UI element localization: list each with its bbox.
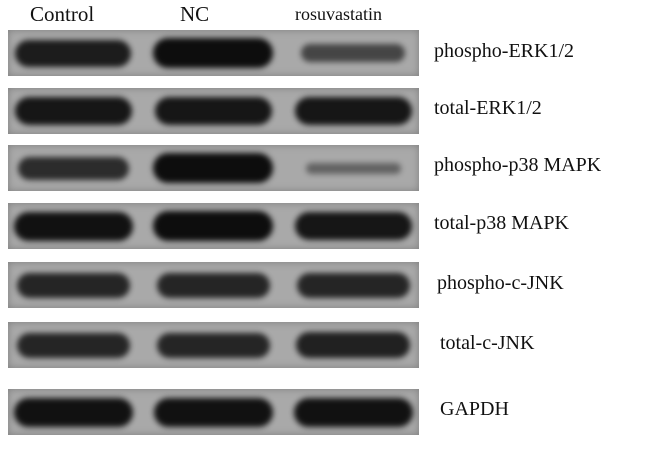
blot-strip (8, 262, 419, 308)
band-control (17, 156, 129, 180)
protein-label: phospho-p38 MAPK (434, 154, 602, 176)
band-rosuvastatin (301, 44, 405, 62)
band-control (16, 272, 130, 298)
blot-strip (8, 203, 419, 249)
protein-label: total-ERK1/2 (434, 97, 542, 119)
band-nc (156, 332, 270, 358)
band-rosuvastatin (305, 162, 401, 174)
band-nc (153, 153, 273, 183)
protein-label: phospho-ERK1/2 (434, 40, 574, 62)
protein-label: total-c-JNK (440, 332, 535, 354)
band-control (14, 97, 132, 125)
blot-strip (8, 88, 419, 134)
band-rosuvastatin (294, 212, 412, 240)
lane-label-control: Control (30, 2, 95, 26)
protein-label: phospho-c-JNK (437, 272, 564, 294)
blot-strip (8, 322, 419, 368)
band-control (13, 397, 133, 427)
band-rosuvastatin (296, 332, 410, 358)
band-control (13, 211, 133, 241)
band-nc (153, 397, 273, 427)
band-rosuvastatin (296, 272, 410, 298)
band-nc (156, 272, 270, 298)
protein-label: total-p38 MAPK (434, 212, 569, 234)
band-nc (153, 38, 273, 68)
band-nc (153, 211, 273, 241)
blot-strip (8, 389, 419, 435)
lane-label-rosuvastatin: rosuvastatin (295, 4, 382, 24)
protein-label: GAPDH (440, 398, 509, 420)
band-rosuvastatin (294, 97, 412, 125)
band-rosuvastatin (293, 397, 413, 427)
band-nc (154, 97, 272, 125)
blot-strip (8, 145, 419, 191)
blot-strip (8, 30, 419, 76)
lane-label-nc: NC (180, 2, 210, 26)
band-control (16, 332, 130, 358)
band-control (15, 39, 131, 67)
